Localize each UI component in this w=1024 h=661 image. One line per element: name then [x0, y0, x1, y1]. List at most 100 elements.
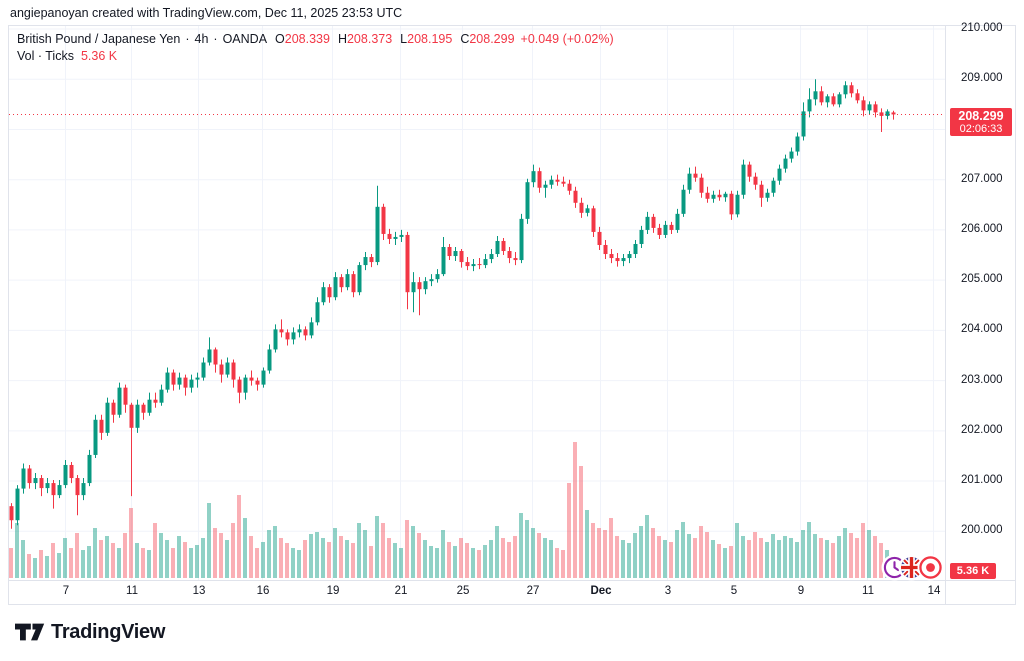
chart-widget[interactable]: British Pound / Japanese Yen · 4h · OANDA O20… [8, 22, 1016, 605]
tradingview-logo[interactable]: TradingView [15, 620, 165, 644]
volume-bar [537, 533, 541, 578]
symbol-title[interactable]: British Pound / Japanese Yen [17, 32, 181, 46]
volume-bar [9, 548, 13, 578]
candle-body [363, 257, 368, 266]
candle-body [147, 399, 152, 413]
bar-countdown: 02:06:33 [959, 123, 1003, 136]
volume-bar [699, 526, 703, 578]
price-tick-label: 203.000 [961, 373, 1003, 386]
volume-bar [231, 523, 235, 578]
volume-bar [435, 548, 439, 578]
candle-body [837, 94, 842, 105]
candle-body [141, 404, 146, 413]
volume-bar [693, 538, 697, 578]
gb-flag-icon[interactable] [900, 556, 923, 579]
candle-body [495, 240, 500, 255]
volume-bar [327, 542, 331, 578]
candle-body [507, 251, 512, 259]
candle-body [69, 464, 74, 479]
candle-body [687, 173, 692, 190]
candle-body [201, 362, 206, 378]
volume-bar [807, 522, 811, 578]
candle-body [729, 193, 734, 215]
candle-body [543, 184, 548, 188]
volume-bar [387, 538, 391, 578]
candle-body [249, 377, 254, 381]
volume-bar [819, 538, 823, 578]
volume-label[interactable]: Vol · Ticks [17, 49, 74, 63]
candle-body [267, 349, 272, 371]
candle-body [453, 251, 458, 257]
candle-body [795, 136, 800, 152]
candle-body [219, 364, 224, 375]
volume-bar [423, 540, 427, 578]
candle-body [789, 151, 794, 159]
volume-bar [237, 495, 241, 578]
volume-bar [201, 538, 205, 578]
candle-body [165, 372, 170, 390]
volume-bar [129, 508, 133, 578]
volume-bar [813, 534, 817, 578]
candle-body [255, 380, 260, 385]
price-tick-label: 201.000 [961, 474, 1003, 487]
time-tick-label: 9 [797, 585, 805, 597]
volume-bar [141, 548, 145, 578]
price-axis[interactable]: 210.000 209.000 207.000 206.000 205.000 204.0… [945, 22, 1015, 580]
candle-body [627, 254, 632, 259]
separator: · [185, 32, 190, 46]
volume-bar [717, 544, 721, 578]
time-tick-label: 3 [664, 585, 672, 597]
candle-body [117, 387, 122, 415]
volume-bar [609, 518, 613, 578]
volume-bar [705, 532, 709, 578]
candle-body [723, 193, 728, 198]
volume-bar [171, 548, 175, 578]
candle-body [531, 171, 536, 183]
volume-bar [285, 543, 289, 578]
candle-body [735, 194, 740, 215]
volume-bar [615, 536, 619, 578]
interval-label[interactable]: 4h [194, 32, 209, 46]
candle-body [327, 287, 332, 298]
candle-body [573, 190, 578, 203]
candle-body [51, 483, 56, 496]
volume-bar [57, 553, 61, 578]
volume-bar [213, 528, 217, 578]
volume-bar [309, 534, 313, 578]
volume-bar [651, 528, 655, 578]
volume-bar [195, 545, 199, 578]
candle-body [693, 173, 698, 178]
volume-bar [69, 548, 73, 578]
volume-bar [489, 540, 493, 578]
volume-bar [483, 545, 487, 578]
volume-bar [747, 540, 751, 578]
volume-bar [159, 533, 163, 578]
time-axis[interactable]: 7 11 13 16 19 21 25 27 Dec 3 5 9 11 14 [9, 580, 1015, 604]
candle-body [231, 362, 236, 380]
candle-body [591, 208, 596, 232]
candle-body [585, 208, 590, 213]
volume-bar [669, 542, 673, 578]
candle-body [801, 111, 806, 137]
candle-body [75, 478, 80, 496]
candle-body [759, 184, 764, 198]
volume-bar [711, 540, 715, 578]
volume-bar [225, 540, 229, 578]
exchange-label[interactable]: OANDA [222, 32, 268, 46]
candle-body [645, 216, 650, 230]
candle-body [357, 265, 362, 293]
volume-bar [795, 542, 799, 578]
candlestick-chart[interactable] [9, 26, 1015, 604]
volume-bar [573, 442, 577, 578]
separator: · [213, 32, 218, 46]
jp-flag-icon[interactable] [919, 556, 942, 579]
volume-bar [783, 536, 787, 578]
volume-bar [543, 538, 547, 578]
volume-bar [393, 543, 397, 578]
time-tick-label: 11 [126, 585, 138, 597]
volume-bar [501, 538, 505, 578]
volume-bar [525, 520, 529, 578]
candle-body [87, 454, 92, 484]
candle-body [633, 243, 638, 255]
candle-body [63, 464, 68, 486]
